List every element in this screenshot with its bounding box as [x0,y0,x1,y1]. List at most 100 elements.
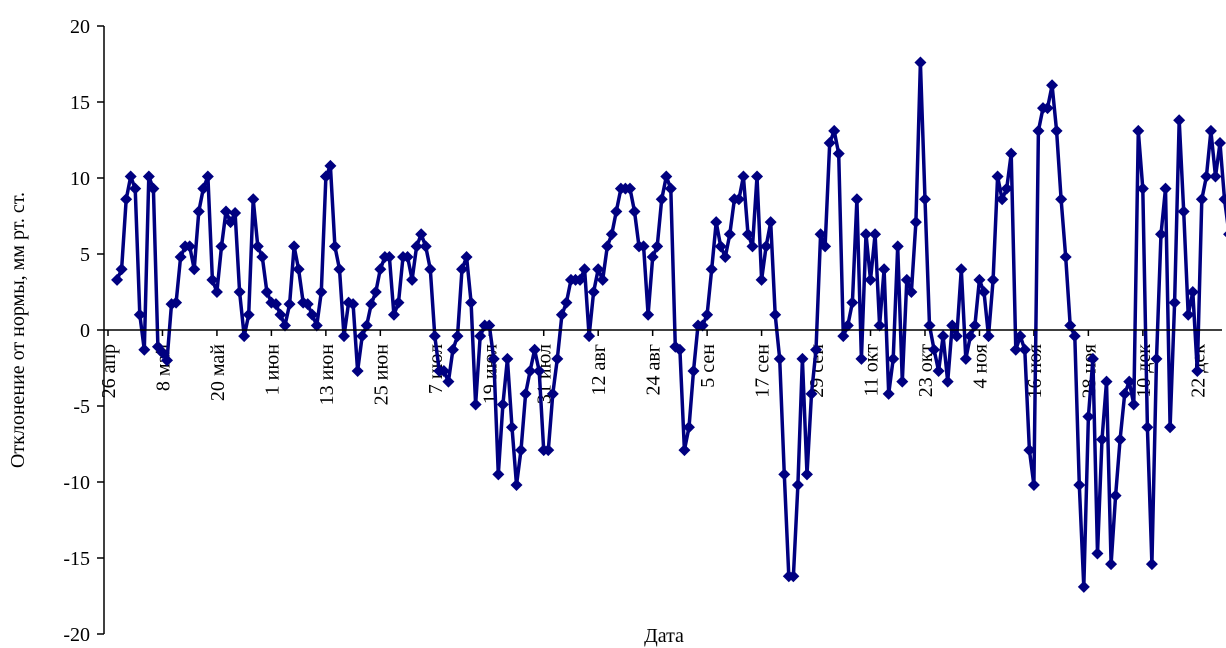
data-point-marker [560,296,573,309]
data-point-marker [1141,421,1154,434]
data-point-marker [442,375,455,388]
data-point-marker [882,387,895,400]
data-point-marker [338,330,351,343]
data-point-marker [419,240,432,253]
data-point-marker [1064,319,1077,332]
data-point-marker [746,240,759,253]
data-point-marker [982,330,995,343]
data-point-marker [923,319,936,332]
data-point-marker [279,319,292,332]
data-point-marker [932,365,945,378]
data-point-marker [1177,205,1190,218]
data-point-marker [1055,193,1068,206]
data-point-marker [787,570,800,583]
data-point-marker [528,343,541,356]
data-point-marker [306,308,319,321]
y-tick-label: 15 [70,92,90,114]
data-point-marker [909,216,922,229]
data-point-marker [129,182,142,195]
data-point-marker [846,296,859,309]
data-point-marker [601,240,614,253]
data-point-marker [215,240,228,253]
data-point-marker [1223,231,1226,238]
data-point-marker [142,170,155,183]
x-tick-label: 23 окт [915,344,937,397]
data-point-marker [247,193,260,206]
data-point-marker [741,228,754,241]
data-point-marker [810,343,823,356]
data-point-marker [1209,170,1222,183]
data-point-marker [837,330,850,343]
data-point-marker [206,273,219,286]
data-point-marker [120,193,133,206]
data-point-marker [269,298,282,311]
data-point-marker [505,421,518,434]
data-point-marker [973,273,986,286]
data-point-marker [673,343,686,356]
x-tick-label: 11 окт [861,344,883,397]
data-point-marker [174,251,187,264]
data-point-marker [347,298,360,311]
data-point-marker [773,352,786,365]
data-point-marker [1091,547,1104,560]
data-point-marker [1191,365,1204,378]
data-point-marker [474,330,487,343]
data-point-marker [864,273,877,286]
data-point-marker [111,273,124,286]
data-point-marker [301,298,314,311]
data-point-marker [914,56,927,69]
data-point-marker [360,319,373,332]
data-point-marker [515,444,528,457]
x-tick-label: 26 апр [98,344,120,398]
data-point-marker [465,296,478,309]
data-point-marker [664,182,677,195]
data-point-marker [1182,308,1195,321]
y-tick-label: 0 [80,320,90,342]
y-axis-title: Отклонение от нормы, мм рт. ст. [7,192,29,468]
data-point-marker [319,170,332,183]
data-point-marker [1118,387,1131,400]
data-point-marker [274,308,287,321]
data-point-marker [183,240,196,253]
data-point-marker [1014,330,1027,343]
data-point-marker [555,308,568,321]
data-point-marker [751,170,764,183]
data-point-marker [1195,193,1208,206]
data-point-marker [778,468,791,481]
data-point-marker [551,352,564,365]
data-point-marker [996,193,1009,206]
data-point-marker [324,159,337,172]
data-point-marker [578,263,591,276]
data-point-marker [138,343,151,356]
data-point-marker [492,468,505,481]
data-point-marker [977,286,990,298]
data-point-marker [210,286,223,298]
data-point-marker [841,319,854,332]
data-point-marker [1145,558,1158,571]
data-point-marker [519,387,532,400]
data-point-marker [1000,182,1013,195]
data-point-marker [365,298,378,311]
data-point-marker [823,137,836,150]
data-point-marker [242,308,255,321]
data-point-marker [714,240,727,253]
data-point-marker [124,170,137,183]
data-point-marker [1027,479,1040,492]
data-point-marker [229,206,242,219]
data-point-marker [1059,251,1072,264]
data-point-marker [1009,343,1022,356]
data-point-marker [918,193,931,206]
data-point-marker [524,365,537,378]
data-point-marker [959,352,972,365]
data-point-marker [819,240,832,253]
data-point-marker [1123,375,1136,388]
y-tick-label: -10 [63,472,90,494]
data-point-marker [428,330,441,343]
data-point-marker [955,263,968,276]
x-tick-label: 5 сен [697,344,719,388]
data-point-marker [1200,170,1213,183]
data-point-marker [1127,398,1140,411]
x-tick-label: 24 авг [643,344,665,396]
data-point-marker [987,273,1000,286]
